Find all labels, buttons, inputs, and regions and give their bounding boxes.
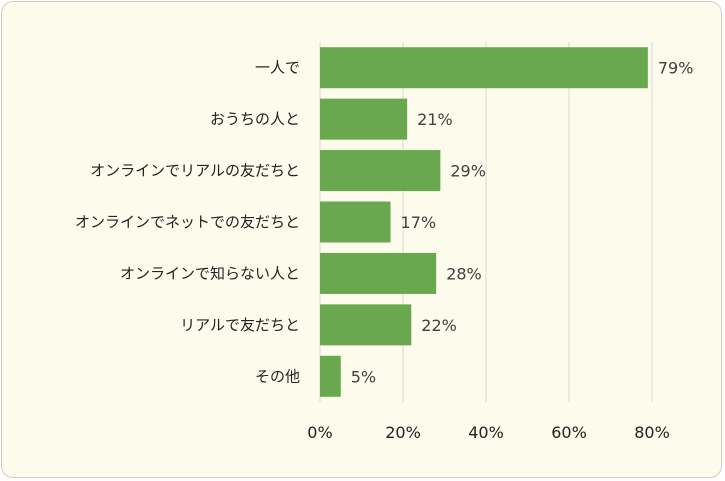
bar <box>320 355 341 397</box>
x-tick-label: 20% <box>385 423 421 442</box>
value-labels: 79% 21% 29% 17% 28% 22% 5% <box>351 59 694 387</box>
value-label: 21% <box>417 110 453 129</box>
category-label: おうちの人と <box>210 110 300 128</box>
category-label: 一人で <box>255 59 300 77</box>
bar <box>320 304 412 346</box>
bar <box>320 252 437 294</box>
x-axis-ticks: 0% 20% 40% 60% 80% <box>307 423 669 442</box>
x-tick-label: 40% <box>468 423 504 442</box>
bar <box>320 150 441 192</box>
bar <box>320 98 408 140</box>
x-tick-label: 60% <box>551 423 587 442</box>
value-label: 17% <box>401 213 437 232</box>
bar <box>320 201 391 243</box>
value-label: 22% <box>421 316 457 335</box>
category-label: リアルで友だちと <box>180 316 300 334</box>
category-labels: 一人でおうちの人とオンラインでリアルの友だちとオンラインでネットでの友だちとオン… <box>75 59 300 386</box>
category-label: オンラインでリアルの友だちと <box>90 162 300 180</box>
category-label: オンラインでネットでの友だちと <box>75 213 300 231</box>
value-label: 5% <box>351 367 376 386</box>
bars <box>320 47 648 397</box>
value-label: 29% <box>450 162 486 181</box>
value-label: 79% <box>658 59 694 78</box>
value-label: 28% <box>446 264 482 283</box>
category-label: その他 <box>255 367 300 385</box>
bar <box>320 47 648 89</box>
x-tick-label: 0% <box>307 423 332 442</box>
x-tick-label: 80% <box>634 423 670 442</box>
category-label: オンラインで知らない人と <box>120 264 300 282</box>
